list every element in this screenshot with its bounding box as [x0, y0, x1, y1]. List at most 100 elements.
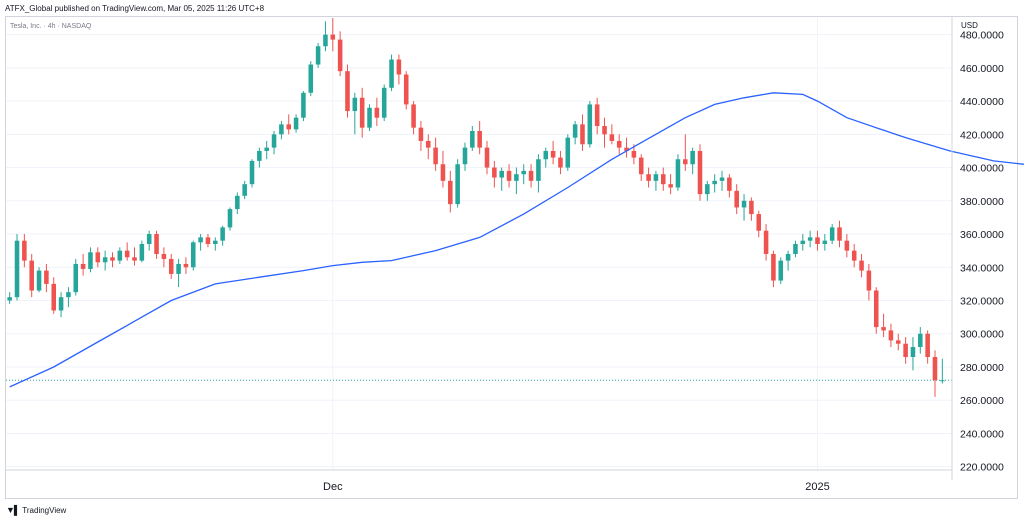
candle-body — [374, 107, 380, 118]
tradingview-footer[interactable]: ▼▌ TradingView — [6, 505, 66, 515]
candle — [14, 234, 20, 301]
time-axis[interactable]: Dec2025FebMar — [323, 481, 1024, 493]
candle-body — [279, 124, 284, 135]
candle-body — [73, 263, 79, 293]
candle — [433, 137, 438, 171]
candle-body — [925, 333, 930, 357]
candle — [448, 170, 453, 213]
candle — [367, 104, 372, 131]
candle — [815, 230, 820, 251]
candle-body — [132, 257, 137, 261]
chart-frame — [5, 16, 1018, 499]
candle — [558, 150, 563, 175]
price-tick-label: 360.0000 — [960, 229, 1004, 241]
candle — [36, 267, 42, 293]
candle-body — [359, 97, 365, 128]
candle — [837, 220, 842, 248]
candle-body — [330, 34, 336, 40]
candle — [492, 160, 497, 188]
candle-body — [345, 71, 350, 112]
candle — [418, 121, 424, 151]
candle — [851, 244, 857, 268]
price-tick-label: 260.0000 — [960, 395, 1004, 407]
time-tick-label: Dec — [323, 481, 343, 493]
candle — [183, 257, 189, 274]
candle — [514, 167, 519, 195]
candle — [249, 159, 255, 188]
candle — [389, 54, 394, 92]
candle — [44, 263, 49, 293]
candle — [719, 170, 725, 191]
candle — [154, 230, 159, 259]
candle-body — [484, 147, 490, 168]
candle-body — [88, 252, 93, 269]
candle-body — [653, 174, 659, 181]
candle-body — [712, 180, 717, 185]
candle — [176, 258, 181, 288]
candle — [881, 313, 886, 338]
candle-body — [763, 230, 769, 254]
candle — [220, 225, 225, 246]
candle-body — [910, 347, 916, 357]
candle — [609, 124, 615, 145]
candle-body — [352, 97, 358, 112]
candle — [859, 253, 864, 278]
candle-body — [249, 160, 255, 185]
candle-body — [411, 104, 416, 128]
price-tick-label: 280.0000 — [960, 362, 1004, 374]
publish-caption: ATFX_Global published on TradingView.com… — [5, 4, 265, 13]
symbol-label: Tesla, Inc. · 4h · NASDAQ — [10, 23, 92, 30]
candle — [705, 180, 710, 201]
candle-body — [580, 124, 585, 145]
candle — [227, 207, 233, 231]
candle-body — [205, 237, 211, 244]
price-tick-label: 460.0000 — [960, 63, 1004, 75]
candle-body — [932, 357, 938, 381]
candle — [903, 337, 908, 364]
candle-body — [800, 240, 806, 244]
candle-body — [264, 147, 269, 151]
candle — [543, 147, 549, 168]
candle-body — [587, 104, 593, 145]
candle-body — [815, 237, 820, 244]
candle-body — [741, 200, 747, 208]
candle-body — [837, 227, 842, 241]
candle — [323, 21, 328, 52]
candle — [425, 134, 431, 160]
candle-body — [602, 126, 607, 135]
candle — [756, 210, 762, 238]
currency-label: USD — [961, 21, 978, 30]
price-tick-label: 240.0000 — [960, 428, 1004, 440]
candle-body — [257, 150, 262, 161]
candle — [940, 358, 945, 384]
candle-body — [389, 59, 394, 88]
candle-body — [117, 250, 123, 261]
candle-body — [719, 177, 725, 181]
candle-body — [455, 164, 460, 205]
price-axis[interactable]: 220.0000 240.0000 260.0000 280.0000 300.0000… — [960, 30, 1004, 474]
candle — [616, 134, 622, 155]
candle — [712, 174, 717, 193]
candle-body — [727, 177, 732, 191]
candle-body — [470, 131, 475, 148]
candle — [631, 144, 637, 165]
candle — [653, 170, 659, 191]
candle-body — [44, 270, 49, 284]
candle-body — [7, 297, 12, 301]
price-tick-label: 380.0000 — [960, 196, 1004, 208]
candle-body — [690, 150, 695, 165]
candle — [117, 247, 123, 264]
tradingview-logo-icon: ▼▌ — [6, 505, 20, 515]
candle-body — [14, 240, 20, 298]
candle — [727, 174, 732, 198]
candle-body — [95, 252, 101, 263]
candle-body — [749, 200, 754, 215]
candle-body — [771, 253, 776, 281]
candle — [536, 154, 541, 193]
candle-body — [139, 244, 145, 261]
candle — [800, 234, 806, 251]
candle-body — [293, 117, 299, 130]
candle — [352, 92, 358, 135]
candle — [550, 140, 556, 165]
